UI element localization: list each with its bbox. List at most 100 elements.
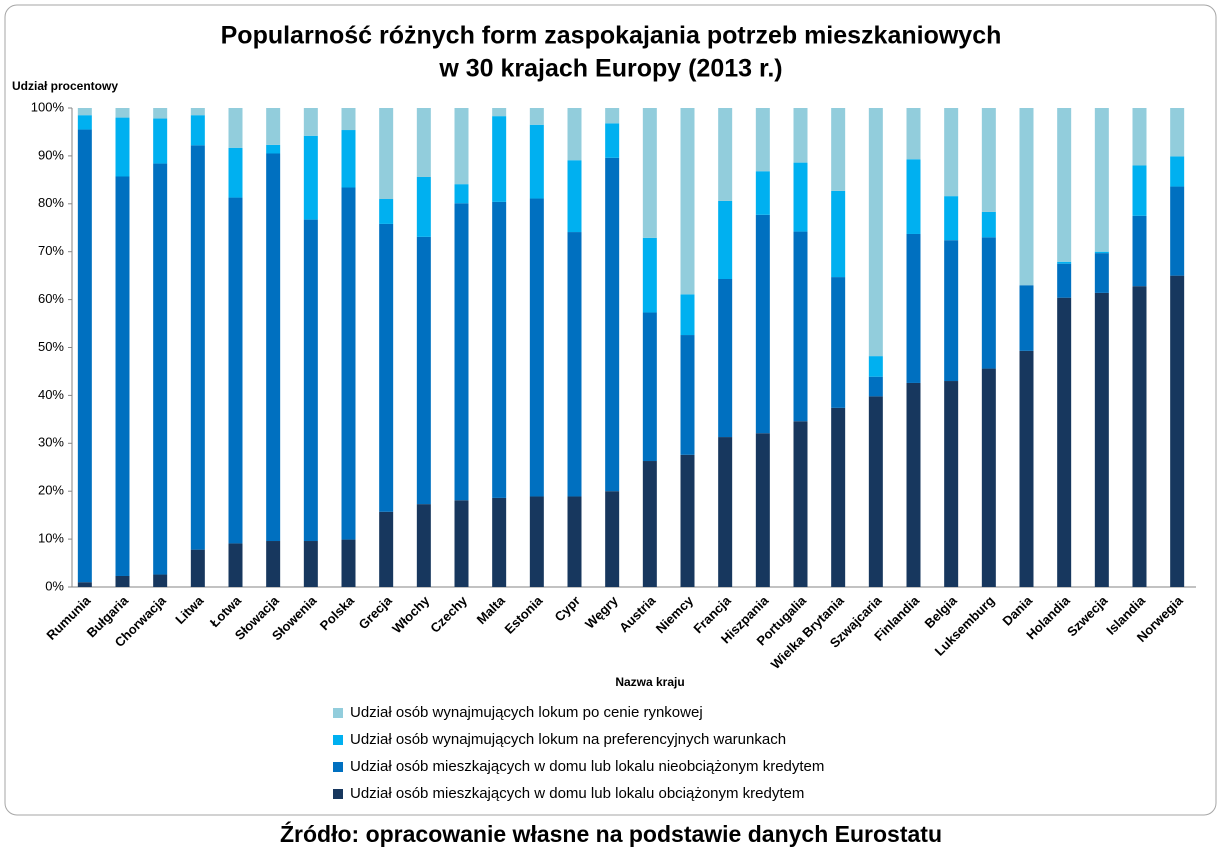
legend-label: Udział osób mieszkających w domu lub lok… (350, 785, 804, 802)
bar-segment (1132, 108, 1147, 166)
bar-segment (77, 582, 92, 587)
bar-segment (153, 163, 168, 575)
bar-segment (303, 135, 318, 220)
legend-swatch (333, 735, 343, 745)
bar-segment (115, 117, 130, 177)
bar-segment (492, 116, 507, 202)
bar-segment (831, 108, 846, 191)
y-tick-label: 70% (38, 243, 64, 258)
bar-segment (1132, 286, 1147, 587)
bar-segment (529, 108, 544, 125)
bar-segment (718, 437, 733, 587)
bar-segment (944, 108, 959, 197)
bar-segment (642, 108, 657, 238)
bar-segment (115, 176, 130, 576)
bar-segment (605, 123, 620, 158)
bar-segment (492, 108, 507, 117)
bar-segment (868, 396, 883, 587)
y-tick-label: 80% (38, 195, 64, 210)
bar-segment (379, 199, 394, 224)
bar-segment (1170, 108, 1185, 157)
bar-segment (1094, 251, 1109, 254)
bar-segment (1132, 215, 1147, 287)
bar-segment (755, 433, 770, 587)
bar-segment (416, 504, 431, 587)
bar-segment (416, 176, 431, 237)
source: Źródło: opracowanie własne na podstawie … (280, 820, 942, 847)
x-axis-label: Nazwa kraju (615, 675, 684, 689)
bar-segment (755, 108, 770, 172)
bar-segment (718, 108, 733, 201)
bar-segment (605, 108, 620, 124)
legend-label: Udział osób wynajmujących lokum na prefe… (350, 731, 786, 748)
bar-segment (153, 118, 168, 164)
bar-segment (529, 124, 544, 199)
bar-segment (1057, 263, 1072, 298)
legend-label: Udział osób wynajmujących lokum po cenie… (350, 704, 703, 721)
bar-segment (228, 197, 243, 544)
bar-segment (1057, 108, 1072, 262)
bar-segment (718, 279, 733, 438)
bar-segment (981, 368, 996, 587)
y-tick-label: 30% (38, 435, 64, 450)
bar-segment (680, 108, 695, 295)
y-tick-label: 50% (38, 339, 64, 354)
bar-segment (266, 144, 281, 154)
y-tick-label: 100% (31, 99, 65, 114)
bar-segment (793, 108, 808, 163)
bar-segment (1170, 156, 1185, 187)
chart-title: w 30 krajach Europy (2013 r.) (438, 55, 782, 83)
bar-segment (981, 108, 996, 212)
bar-segment (454, 184, 469, 204)
bar-segment (642, 237, 657, 313)
bar-segment (567, 496, 582, 587)
y-tick-label: 90% (38, 147, 64, 162)
bar-segment (605, 157, 620, 492)
bar-segment (605, 491, 620, 587)
bar-segment (793, 421, 808, 587)
bar-segment (77, 115, 92, 130)
y-tick-label: 0% (45, 578, 64, 593)
bar-segment (1019, 350, 1034, 587)
legend-label: Udział osób mieszkających w domu lub lok… (350, 758, 824, 775)
bar-segment (906, 159, 921, 234)
bar-segment (379, 511, 394, 587)
bar-segment (1019, 285, 1034, 351)
bar-segment (228, 147, 243, 198)
bar-segment (1019, 108, 1034, 286)
bar-segment (1094, 292, 1109, 587)
bar-segment (115, 108, 130, 118)
bar-segment (906, 233, 921, 383)
bar-segment (793, 162, 808, 232)
legend-swatch (333, 708, 343, 718)
chart-title: Popularność różnych form zaspokajania po… (221, 22, 1002, 50)
bar-segment (115, 575, 130, 587)
bar-segment (868, 108, 883, 357)
bar-segment (492, 497, 507, 587)
bar-segment (906, 108, 921, 160)
bar-segment (868, 356, 883, 377)
y-tick-label: 10% (38, 531, 64, 546)
y-tick-label: 20% (38, 483, 64, 498)
bar-segment (1094, 253, 1109, 293)
legend-swatch (333, 789, 343, 799)
bar-segment (77, 129, 92, 583)
bar-segment (831, 277, 846, 408)
bar-segment (529, 496, 544, 587)
bar-segment (529, 198, 544, 497)
bar-segment (642, 461, 657, 587)
legend-swatch (333, 762, 343, 772)
bar-segment (153, 574, 168, 587)
bar-segment (266, 108, 281, 145)
bar-segment (906, 382, 921, 587)
bar-segment (831, 407, 846, 587)
bar-segment (228, 108, 243, 148)
bar-segment (341, 539, 356, 587)
bar-segment (831, 190, 846, 278)
bar-segment (680, 294, 695, 336)
bar-segment (341, 108, 356, 131)
bar-segment (944, 196, 959, 241)
bar-segment (567, 160, 582, 233)
bar-segment (228, 543, 243, 587)
